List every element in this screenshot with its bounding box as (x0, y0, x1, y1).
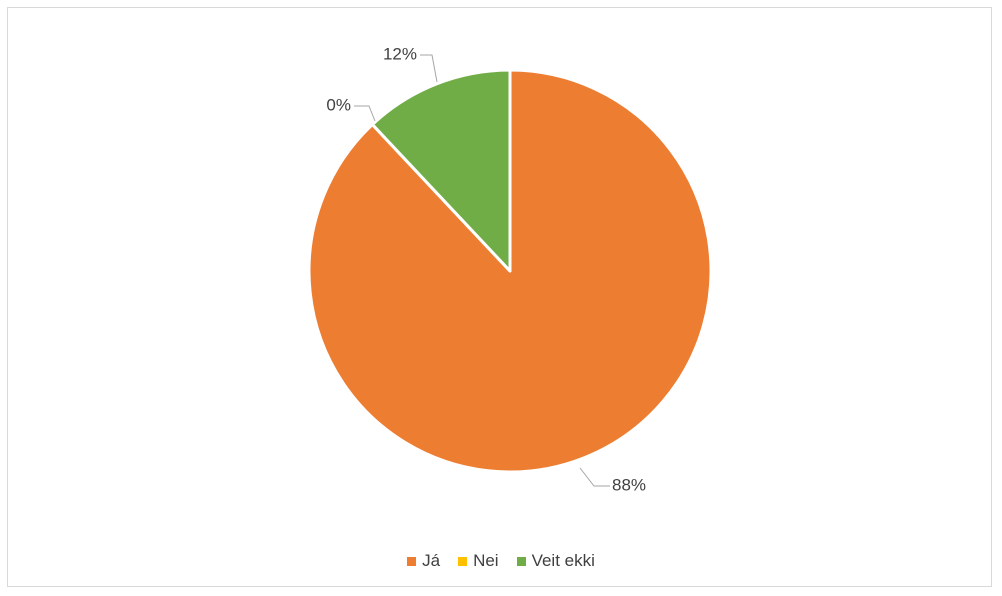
legend-label-ja: Já (422, 551, 441, 570)
legend-item-nei: Nei (458, 551, 499, 571)
data-label-nei: 0% (326, 95, 351, 114)
legend-item-veit-ekki: Veit ekki (516, 551, 595, 571)
pie-slices (307, 68, 713, 474)
data-label-ja: 88% (612, 475, 646, 494)
pie-slice-veit-ekki (370, 68, 512, 273)
leader-line-ja (579, 467, 610, 487)
legend-label-nei: Nei (473, 551, 499, 570)
legend-item-ja: Já (407, 551, 440, 571)
legend: Já Nei Veit ekki (0, 551, 1002, 571)
data-labels: 88% 0% 12% (326, 44, 646, 494)
leader-line-veit-ekki (420, 54, 438, 83)
legend-swatch-veit-ekki (516, 556, 526, 566)
data-label-veit-ekki: 12% (383, 44, 417, 63)
leader-lines (354, 54, 610, 487)
legend-swatch-ja (407, 556, 417, 566)
legend-swatch-nei (458, 556, 468, 566)
leader-line-nei (354, 105, 376, 122)
legend-label-veit-ekki: Veit ekki (531, 551, 595, 570)
